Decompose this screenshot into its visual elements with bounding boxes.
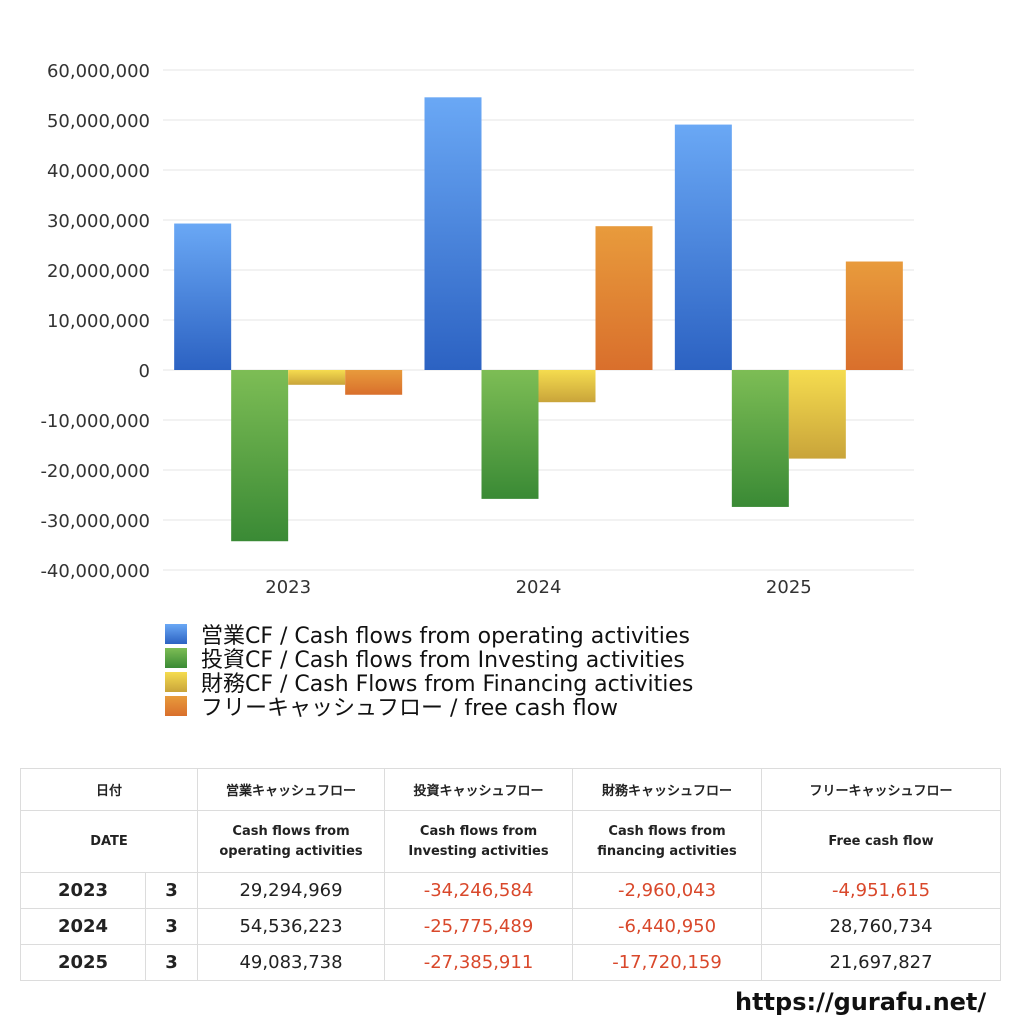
cell-financing: -2,960,043 <box>572 872 763 909</box>
cell-investing: -25,775,489 <box>384 908 574 945</box>
row-year: 2024 <box>20 908 146 945</box>
legend-item-financing: 財務CF / Cash Flows from Financing activit… <box>165 670 693 697</box>
site-watermark: https://gurafu.net/ <box>735 988 987 1016</box>
cell-investing: -34,246,584 <box>384 872 574 909</box>
bar-2025-series-1 <box>731 370 789 507</box>
cell-free-cash-flow: -4,951,615 <box>761 872 1002 909</box>
x-tick-label: 2024 <box>516 577 562 598</box>
y-tick-label: 20,000,000 <box>47 261 150 282</box>
legend-swatch-investing <box>165 648 187 668</box>
cell-free-cash-flow: 21,697,827 <box>761 944 1002 981</box>
legend-label-free-cash-flow: フリーキャッシュフロー / free cash flow <box>201 696 619 721</box>
header-date-jp: 日付 <box>19 768 199 811</box>
header-financing-jp: 財務キャッシュフロー <box>572 768 763 811</box>
bar-2025-series-3 <box>845 261 903 370</box>
header-free-cash-flow-en: Free cash flow <box>761 810 1002 873</box>
legend-label-operating: 営業CF / Cash flows from operating activit… <box>201 624 690 649</box>
header-operating-en: Cash flows from operating activities <box>197 810 386 873</box>
header-free-cash-flow-jp: フリーキャッシュフロー <box>761 768 1002 811</box>
header-investing-en: Cash flows from Investing activities <box>384 810 574 873</box>
cell-financing: -17,720,159 <box>572 944 763 981</box>
cell-free-cash-flow: 28,760,734 <box>761 908 1002 945</box>
legend-item-investing: 投資CF / Cash flows from Investing activit… <box>165 646 693 673</box>
bar-2025-series-0 <box>674 124 732 371</box>
header-financing-en: Cash flows from financing activities <box>572 810 763 873</box>
cell-operating: 54,536,223 <box>197 908 386 945</box>
header-investing-jp: 投資キャッシュフロー <box>384 768 574 811</box>
chart-legend: 営業CF / Cash flows from operating activit… <box>165 622 693 721</box>
row-month: 3 <box>144 944 199 981</box>
bar-2025-series-2 <box>788 370 846 459</box>
cell-investing: -27,385,911 <box>384 944 574 981</box>
x-tick-label: 2025 <box>766 577 812 598</box>
y-axis: 60,000,000 50,000,000 40,000,000 30,000,000… <box>40 61 150 582</box>
header-date-en: DATE <box>19 810 199 873</box>
y-tick-label: -40,000,000 <box>40 561 150 582</box>
bar-2023-series-1 <box>231 370 289 542</box>
cell-operating: 29,294,969 <box>197 872 386 909</box>
y-tick-label: 0 <box>139 361 150 382</box>
row-month: 3 <box>144 872 199 909</box>
y-tick-label: -20,000,000 <box>40 461 150 482</box>
y-tick-label: 40,000,000 <box>47 161 150 182</box>
cell-financing: -6,440,950 <box>572 908 763 945</box>
legend-label-financing: 財務CF / Cash Flows from Financing activit… <box>201 672 694 697</box>
row-year: 2023 <box>20 872 146 909</box>
legend-label-investing: 投資CF / Cash flows from Investing activit… <box>201 648 685 673</box>
table-row: 2025 3 49,083,738 -27,385,911 -17,720,15… <box>20 944 1002 981</box>
table-row: 2024 3 54,536,223 -25,775,489 -6,440,950… <box>20 908 1002 945</box>
bar-2024-series-0 <box>424 97 482 371</box>
bars <box>174 97 903 542</box>
y-tick-label: -10,000,000 <box>40 411 150 432</box>
bar-2024-series-1 <box>481 370 539 499</box>
table-header-en-row: DATE Cash flows from operating activities… <box>19 810 1002 873</box>
legend-swatch-financing <box>165 672 187 692</box>
bar-2024-series-2 <box>538 370 596 403</box>
cash-flow-bar-chart: 60,000,000 50,000,000 40,000,000 30,000,000… <box>40 61 914 598</box>
x-tick-label: 2023 <box>265 577 311 598</box>
y-tick-label: 50,000,000 <box>47 111 150 132</box>
legend-item-free-cash-flow: フリーキャッシュフロー / free cash flow <box>165 694 693 721</box>
legend-swatch-free-cash-flow <box>165 696 187 716</box>
bar-2023-series-3 <box>345 370 403 395</box>
bar-2023-series-0 <box>174 223 232 370</box>
y-tick-label: 30,000,000 <box>47 211 150 232</box>
y-tick-label: -30,000,000 <box>40 511 150 532</box>
legend-item-operating: 営業CF / Cash flows from operating activit… <box>165 622 693 649</box>
table-header-jp-row: 日付 営業キャッシュフロー 投資キャッシュフロー 財務キャッシュフロー フリーキ… <box>19 768 1002 811</box>
bar-2024-series-3 <box>595 226 653 370</box>
cell-operating: 49,083,738 <box>197 944 386 981</box>
header-operating-jp: 営業キャッシュフロー <box>197 768 386 811</box>
y-tick-label: 60,000,000 <box>47 61 150 82</box>
row-year: 2025 <box>20 944 146 981</box>
x-axis: 2023 2024 2025 <box>265 577 811 598</box>
y-tick-label: 10,000,000 <box>47 311 150 332</box>
table-row: 2023 3 29,294,969 -34,246,584 -2,960,043… <box>20 872 1002 909</box>
row-month: 3 <box>144 908 199 945</box>
bar-2023-series-2 <box>288 370 346 385</box>
legend-swatch-operating <box>165 624 187 644</box>
cash-flow-table: 日付 営業キャッシュフロー 投資キャッシュフロー 財務キャッシュフロー フリーキ… <box>19 768 1002 981</box>
